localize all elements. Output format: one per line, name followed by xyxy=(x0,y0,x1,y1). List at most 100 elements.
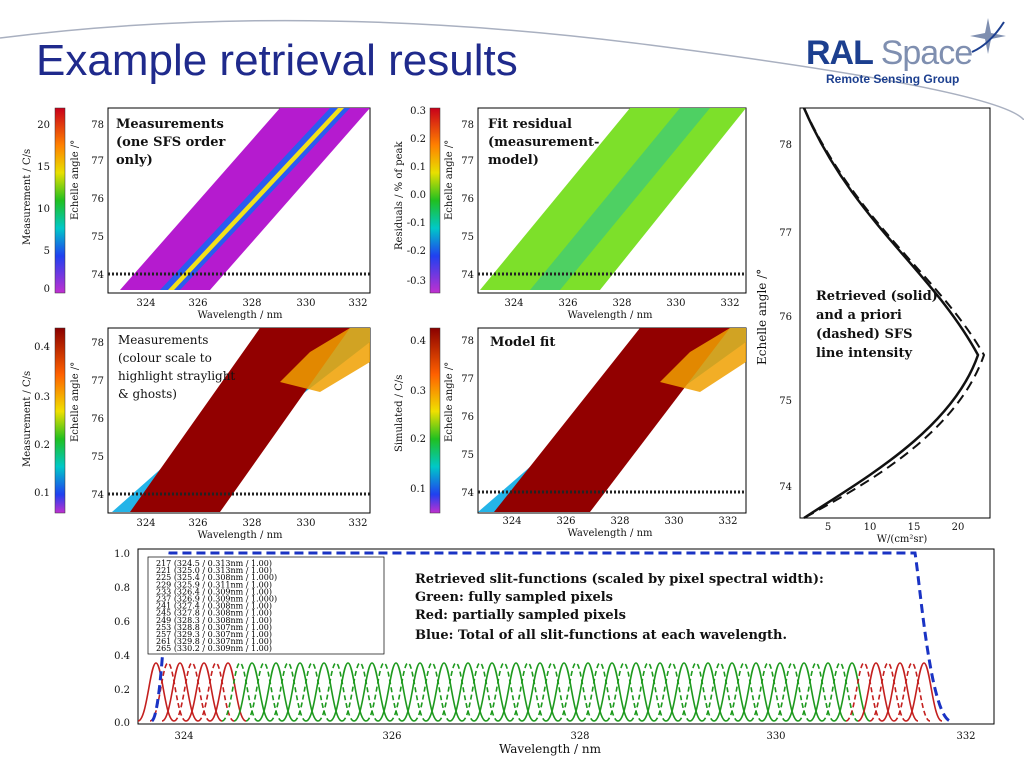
x-tick: 330 xyxy=(664,516,683,527)
x-tick: 324 xyxy=(502,516,521,527)
cbar-tick: 0.4 xyxy=(410,336,426,347)
note-line: (one SFS order xyxy=(116,135,225,150)
x-tick: 328 xyxy=(610,516,629,527)
y-ticks: 78 77 76 75 74 xyxy=(461,336,474,499)
x-tick: 5 xyxy=(825,522,831,533)
slit-function-curve xyxy=(905,662,943,722)
panel-sfs-line-intensity: 78 77 76 75 74 Echelle angle /° 5 10 15 … xyxy=(755,107,991,545)
y-tick: 76 xyxy=(779,312,792,323)
x-tick: 326 xyxy=(188,518,207,529)
y-tick: 1.0 xyxy=(114,549,130,560)
x-ticks: 324 326 328 330 332 xyxy=(136,518,367,529)
slit-function-curve xyxy=(569,662,607,722)
y-tick: 77 xyxy=(91,156,104,167)
slit-function-curve xyxy=(281,662,319,722)
y-tick: 74 xyxy=(461,488,474,499)
cbar-tick: 0.2 xyxy=(34,440,50,451)
x-tick: 330 xyxy=(296,298,315,309)
logo-ral: RAL xyxy=(806,34,873,72)
x-axis-label: Wavelength / nm xyxy=(197,310,283,321)
annotation-line: Blue: Total of all slit-functions at eac… xyxy=(415,628,787,643)
plot-frame xyxy=(799,107,991,519)
residual-core xyxy=(530,108,710,290)
legend-row: 233 (326.4 / 0.309nm / 1.00) xyxy=(156,587,272,596)
cbar-tick: 20 xyxy=(37,120,50,131)
y-axis-label: Echelle angle /° xyxy=(755,269,769,365)
y-tick: 75 xyxy=(91,452,104,463)
y-tick: 76 xyxy=(91,194,104,205)
colorbar-ticks: 0.3 0.2 0.1 0.0 -0.1 -0.2 -0.3 xyxy=(407,106,426,287)
note-line: and a priori xyxy=(816,308,902,323)
panel-fit-residual: 0.3 0.2 0.1 0.0 -0.1 -0.2 -0.3 Residuals… xyxy=(394,106,747,321)
logo-subtitle: Remote Sensing Group xyxy=(826,72,960,86)
slit-function-curve xyxy=(665,662,703,722)
legend-row: 229 (325.9 / 0.311nm / 1.00) xyxy=(156,580,272,589)
panel-measurements-straylight: 0.4 0.3 0.2 0.1 Measurement / C/s Echell… xyxy=(22,327,371,541)
slit-function-curve xyxy=(809,662,847,722)
y-tick: 76 xyxy=(91,414,104,425)
ral-space-logo: RAL Space Remote Sensing Group xyxy=(800,12,1015,92)
colorbar-ticks: 0.4 0.3 0.2 0.1 xyxy=(410,336,426,495)
annotation-line: Green: fully sampled pixels xyxy=(415,590,613,605)
y-tick: 75 xyxy=(461,450,474,461)
x-tick: 330 xyxy=(766,731,785,742)
y-tick: 0.0 xyxy=(114,718,130,729)
slit-function-curve xyxy=(617,662,655,722)
straylight-patch xyxy=(280,328,370,392)
star-icon xyxy=(970,18,1006,54)
cbar-tick: 0.0 xyxy=(410,190,426,201)
slit-function-curve xyxy=(353,662,391,722)
cbar-tick: 0.2 xyxy=(410,434,426,445)
x-tick: 328 xyxy=(242,518,261,529)
y-tick: 74 xyxy=(91,270,104,281)
slit-function-curve xyxy=(545,662,583,722)
y-tick: 0.6 xyxy=(114,617,130,628)
legend-row: 249 (328.3 / 0.308nm / 1.00) xyxy=(156,616,272,625)
y-axis-label: Echelle angle /° xyxy=(444,140,455,220)
retrieved-curve xyxy=(802,107,980,520)
slit-function-curve xyxy=(137,662,175,722)
colorbar xyxy=(54,327,66,514)
straylight-patch xyxy=(660,328,746,392)
y-ticks: 1.0 0.8 0.6 0.4 0.2 0.0 xyxy=(114,549,130,729)
x-tick: 332 xyxy=(718,516,737,527)
y-tick: 77 xyxy=(461,374,474,385)
cbar-label: Simulated / C/s xyxy=(394,375,405,452)
decorative-arc xyxy=(0,19,1024,120)
slit-function-curve xyxy=(185,662,223,722)
note-line: & ghosts) xyxy=(118,387,177,401)
cbar-tick: 0.4 xyxy=(34,342,50,353)
slit-function-curve xyxy=(593,662,631,722)
cbar-label: Measurement / C/s xyxy=(22,371,33,467)
cbar-tick: 0 xyxy=(44,284,50,295)
cbar-tick: 15 xyxy=(37,162,50,173)
x-ticks: 5 10 15 20 xyxy=(825,522,965,533)
y-tick: 75 xyxy=(91,232,104,243)
legend-rows: 217 (324.5 / 0.313nm / 1.00)221 (325.0 /… xyxy=(156,559,277,653)
cbar-tick: -0.2 xyxy=(407,246,426,257)
slit-function-curve xyxy=(329,662,367,722)
slit-function-curve xyxy=(233,662,271,722)
y-tick: 78 xyxy=(461,336,474,347)
cbar-label: Measurement / C/s xyxy=(22,149,33,245)
x-axis-label: Wavelength / nm xyxy=(499,742,602,756)
slit-function-curve xyxy=(377,662,415,722)
cbar-tick: 10 xyxy=(37,204,50,215)
x-tick: 326 xyxy=(558,298,577,309)
note-line: (dashed) SFS xyxy=(816,327,912,342)
slide-title: Example retrieval results xyxy=(36,36,518,85)
slit-function-curve xyxy=(521,662,559,722)
y-ticks: 78 77 76 75 74 xyxy=(461,120,474,281)
y-tick: 74 xyxy=(461,270,474,281)
y-tick: 75 xyxy=(779,396,792,407)
x-tick: 324 xyxy=(136,518,155,529)
legend-row: 217 (324.5 / 0.313nm / 1.00) xyxy=(156,559,272,568)
x-ticks: 324 326 328 330 332 xyxy=(136,298,367,309)
note-line: Model fit xyxy=(490,335,555,350)
colorbar xyxy=(54,107,66,294)
logo-space: Space xyxy=(880,34,973,72)
legend-row: 221 (325.0 / 0.313nm / 1.00) xyxy=(156,566,272,575)
y-axis-label: Echelle angle /° xyxy=(70,362,81,442)
legend-row: 225 (325.4 / 0.308nm / 1.000) xyxy=(156,573,277,582)
slit-function-curve xyxy=(473,662,511,722)
